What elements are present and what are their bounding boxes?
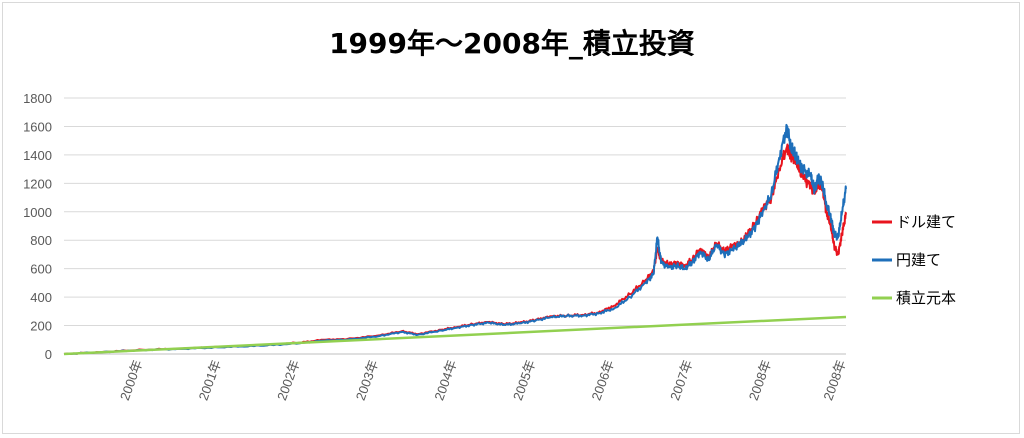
y-tick-label: 1600 bbox=[23, 119, 52, 134]
y-tick-label: 0 bbox=[45, 347, 52, 362]
y-tick-label: 400 bbox=[30, 290, 52, 305]
legend-label: ドル建て bbox=[896, 213, 956, 231]
x-tick-label: 2002年 bbox=[274, 358, 302, 403]
y-tick-label: 200 bbox=[30, 319, 52, 334]
series-line-2 bbox=[63, 123, 847, 355]
x-tick-label: 2000年 bbox=[117, 358, 145, 403]
x-tick-label: 2008年 bbox=[820, 358, 848, 403]
chart-title: 1999年～2008年_積立投資 bbox=[329, 27, 695, 60]
x-tick-label: 2003年 bbox=[353, 358, 381, 403]
y-tick-label: 1200 bbox=[23, 176, 52, 191]
x-tick-label: 2006年 bbox=[589, 358, 617, 403]
grid-lines bbox=[64, 97, 846, 355]
x-tick-label: 2001年 bbox=[196, 358, 224, 403]
x-tick-label: 2004年 bbox=[431, 358, 459, 403]
y-tick-label: 600 bbox=[30, 262, 52, 277]
y-axis-tick-labels: 0 200 400 600 800 1000 1200 1400 1600 1800 bbox=[23, 91, 52, 362]
y-tick-label: 800 bbox=[30, 233, 52, 248]
x-tick-label: 2005年 bbox=[510, 358, 538, 403]
series-lines bbox=[63, 123, 847, 356]
series-line-3 bbox=[63, 315, 847, 356]
legend-label: 積立元本 bbox=[896, 289, 956, 307]
x-axis-tick-labels: 2000年 2001年 2002年 2003年 2004年 2005年 2006年 2007年… bbox=[117, 358, 849, 403]
y-tick-label: 1800 bbox=[23, 91, 52, 106]
y-tick-label: 1000 bbox=[23, 205, 52, 220]
legend-label: 円建て bbox=[896, 251, 941, 269]
x-tick-label: 2007年 bbox=[667, 358, 695, 403]
x-tick-label: 2008年 bbox=[746, 358, 774, 403]
y-tick-label: 1400 bbox=[23, 148, 52, 163]
